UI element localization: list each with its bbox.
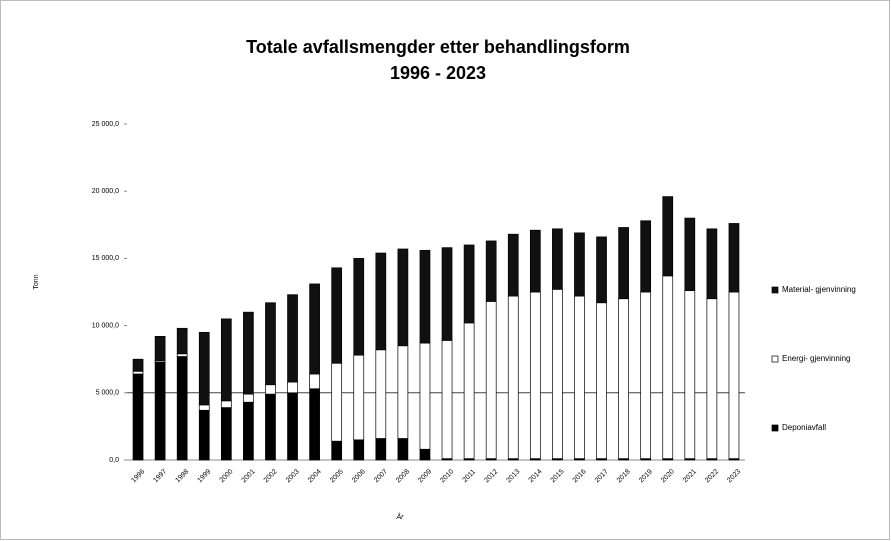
bar-segment [684,290,696,460]
bar-segment [596,302,607,460]
bar-segment [552,288,563,460]
bar-segment [243,311,254,395]
bar-segment [132,358,144,372]
bar-segment [375,252,387,351]
bar-segment [441,340,453,460]
bar-segment [309,373,320,390]
bar-segment [706,228,718,300]
legend-swatch [771,355,779,363]
y-tick-label: 20 000,0 [92,188,119,195]
bar-segment [154,336,166,361]
bar-segment [441,247,453,341]
bar-segment [375,438,387,461]
bar-segment [728,223,740,293]
bar-segment [397,438,409,461]
bar-segment [706,298,718,460]
bar-segment [331,440,343,461]
bar-segment [640,220,652,293]
bar-segment [684,217,696,292]
bar-segment [265,393,276,461]
bar-segment [463,322,475,460]
bar-segment [176,353,188,357]
bar-segment [243,401,254,461]
bar-segment [529,291,541,460]
y-tick-label: 0,0 [109,457,119,464]
bar-segment [309,388,320,461]
bar-segment [640,291,652,460]
bar-segment [662,275,674,460]
bar-segment [419,249,431,344]
legend-swatch [771,286,779,294]
bar-segment [574,295,585,460]
y-tick-label: 5 000,0 [96,390,119,397]
bar-segment [287,381,298,394]
bar-segment [243,393,254,403]
bar-segment [220,400,232,408]
bar-segment [198,331,210,406]
bar-segment [463,244,475,324]
bar-segment [353,354,365,441]
bar-segment [596,236,607,304]
x-axis-label: År [396,512,405,521]
bar-segment [176,356,188,461]
bar-segment [375,349,387,439]
bar-segment [574,232,585,297]
bar-segment [331,267,343,364]
bar-segment [397,248,409,347]
legend-label: Energi- gjenvinning [782,354,851,363]
bar-segment [485,301,497,460]
bar-segment [618,298,629,460]
bar-segment [287,294,298,383]
y-tick-label: 25 000,0 [92,121,119,128]
bar-segment [485,240,497,302]
bar-segment [507,295,519,460]
chart-subtitle: 1996 - 2023 [390,63,486,83]
bar-segment [662,196,674,277]
legend-swatch [771,424,779,432]
bar-segment [507,233,519,297]
bar-segment [220,318,232,402]
y-tick-label: 10 000,0 [92,322,119,329]
bar-segment [397,345,409,439]
bar-segment [198,404,210,411]
bar-segment [287,392,298,461]
bar-segment [176,327,188,355]
bar-segment [331,362,343,442]
y-tick-label: 15 000,0 [92,255,119,262]
bar-segment [552,228,563,290]
y-axis-label: Tonn [33,274,40,289]
bar-segment [419,342,431,450]
bar-segment [265,302,276,386]
bar-segment [132,370,144,375]
legend-label: Deponiavfall [782,423,826,432]
legend-label: Material- gjenvinning [782,285,856,294]
bar-segment [618,227,629,300]
bar-segment [198,409,210,461]
bar-segment [353,439,365,461]
bar-segment [265,384,276,395]
bar-segment [309,283,320,375]
bar-segment [154,361,166,461]
bar-segment [353,258,365,356]
bar-segment [728,291,740,460]
bar-segment [419,448,431,461]
bar-segment [220,407,232,461]
chart-title: Totale avfallsmengder etter behandlingsf… [246,37,630,57]
bar-segment [529,229,541,293]
bar-segment [132,373,144,461]
